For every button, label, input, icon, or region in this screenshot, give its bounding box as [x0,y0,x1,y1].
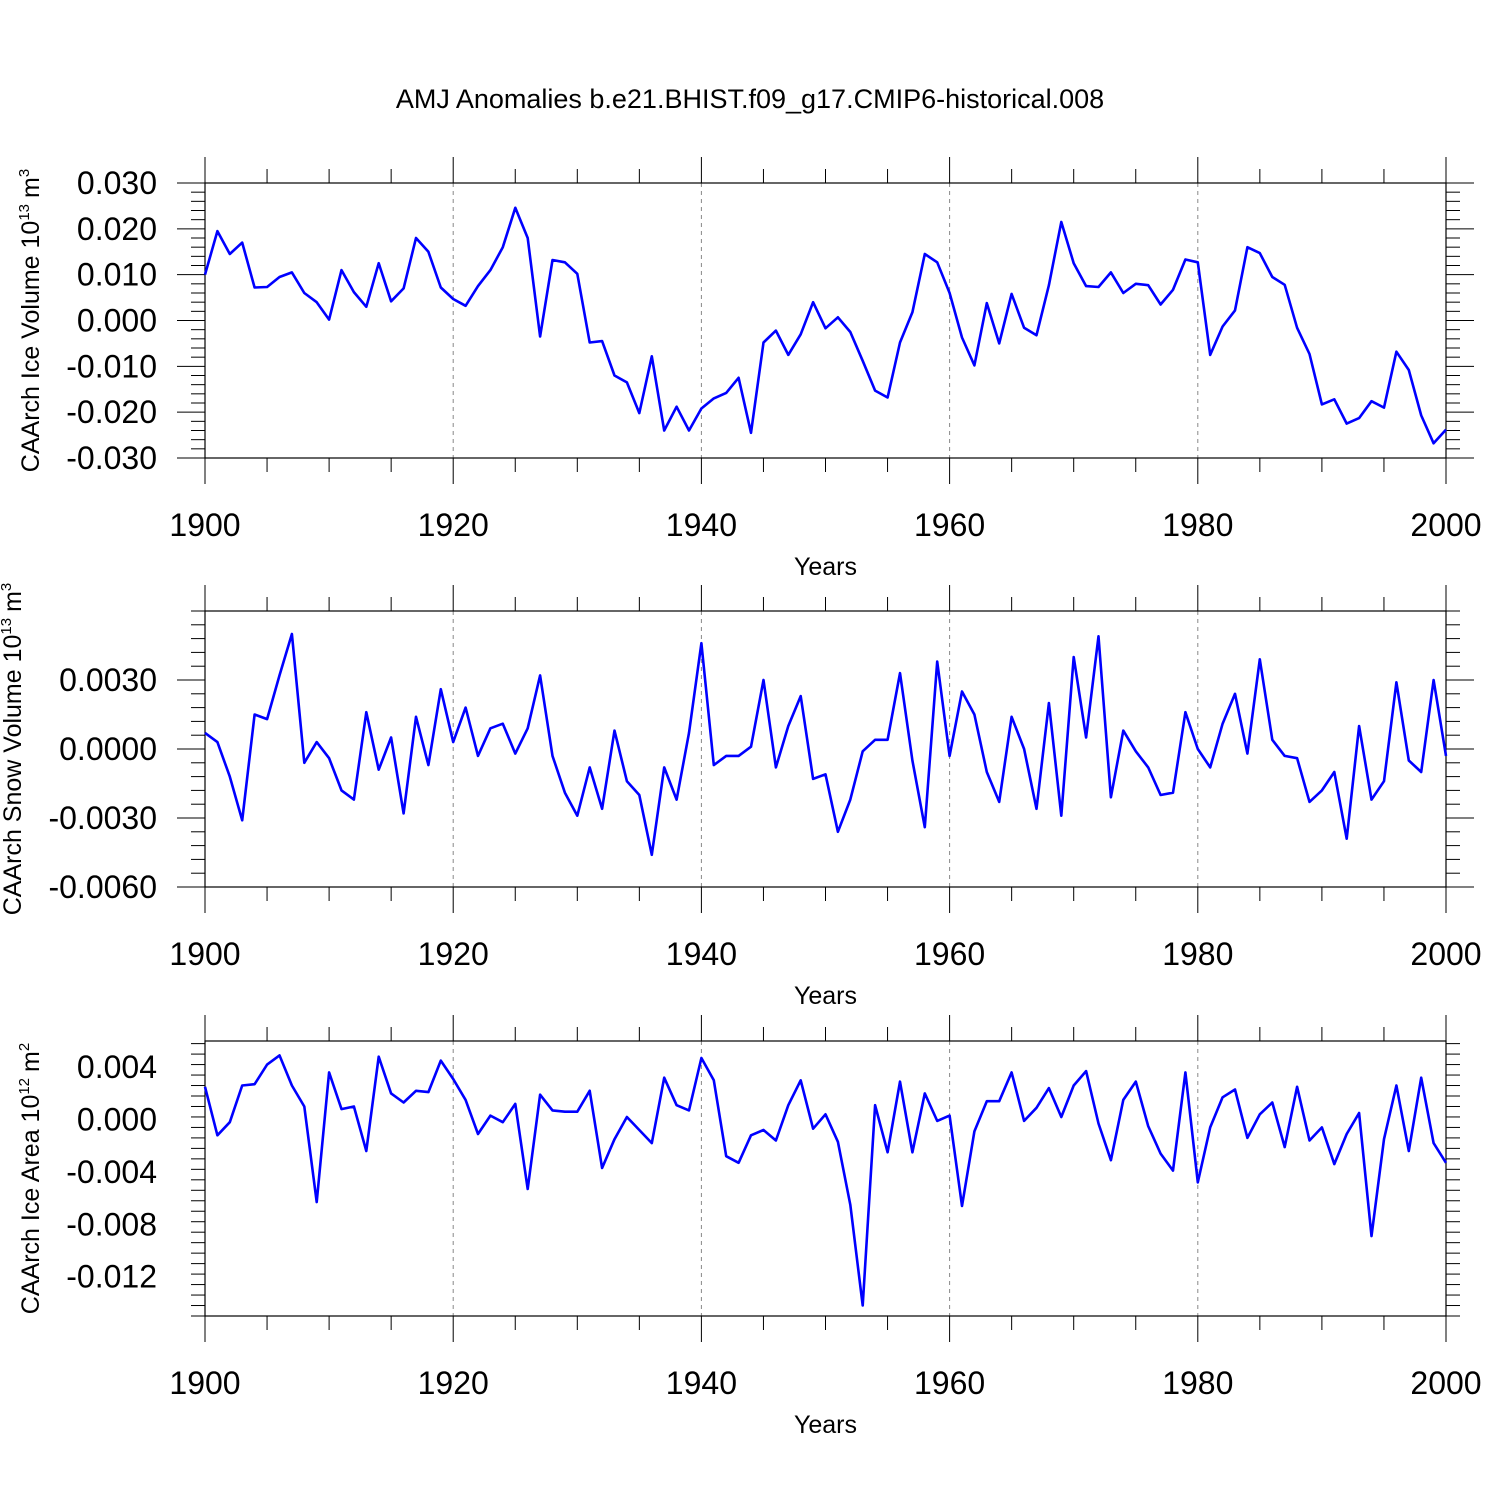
x-axis-label: Years [794,982,857,1010]
y-axis-label-unit: m [17,1051,45,1072]
x-axis-label: Years [794,1411,857,1439]
x-tick-label: 1960 [914,1365,985,1401]
x-tick-label: 2000 [1410,1365,1481,1401]
y-tick-label: 0.0000 [59,731,157,767]
y-axis-label-unit-exponent: 3 [16,169,33,177]
y-tick-label: -0.0030 [48,800,157,836]
y-axis-label: CAArch Ice Area 1012 m2 [16,1043,45,1314]
y-tick-label: 0.020 [77,211,157,247]
x-tick-label: 1920 [418,936,489,972]
plot-frame [204,1040,1447,1317]
y-axis-label-exponent: 12 [16,1078,33,1095]
y-tick-label: 0.000 [77,303,157,339]
plot-frame [204,610,1447,888]
y-tick-label: 0.004 [77,1049,157,1085]
y-axis-label-exponent: 13 [0,618,15,635]
y-axis-label: CAArch Snow Volume 1013 m3 [0,583,27,916]
x-tick-label: 1960 [914,936,985,972]
y-axis-label-text: CAArch Snow Volume 10 [0,635,27,916]
x-tick-label: 1940 [666,1365,737,1401]
x-tick-label: 2000 [1410,507,1481,543]
y-axis-label-unit-exponent: 2 [16,1043,33,1051]
chart-title: AMJ Anomalies b.e21.BHIST.f09_g17.CMIP6-… [395,84,1105,114]
x-tick-label: 1980 [1162,507,1233,543]
x-tick-label: 1940 [666,507,737,543]
x-tick-label: 1960 [914,507,985,543]
y-tick-label: -0.012 [66,1259,157,1295]
y-axis-label: CAArch Ice Volume 1013 m3 [16,169,45,472]
x-tick-label: 1900 [169,1365,240,1401]
x-tick-label: 1980 [1162,936,1233,972]
panel-3: 1900 1920 1940 1960 1980 2000 Years -0.012 -0.00… [16,1015,1482,1439]
y-tick-label: -0.020 [66,394,157,430]
y-axis-label-text: CAArch Ice Area 10 [17,1095,45,1315]
y-tick-label: -0.010 [66,348,157,384]
x-tick-label: 1900 [169,507,240,543]
y-tick-label: -0.008 [66,1206,157,1242]
y-tick-label: 0.000 [77,1102,157,1138]
y-tick-label: -0.0060 [48,869,157,905]
y-axis-label-exponent: 13 [16,204,33,221]
x-tick-label: 1920 [418,507,489,543]
series-line [203,206,1447,445]
x-tick-label: 1980 [1162,1365,1233,1401]
y-axis-label-unit: m [0,591,27,612]
x-tick-label: 1920 [418,1365,489,1401]
y-axis-label-unit-exponent: 3 [0,583,15,591]
panel-1: 1900 1920 1940 1960 1980 2000 Years -0.030 -0.02… [16,157,1482,581]
x-axis-label: Years [794,553,857,581]
y-tick-label: 0.010 [77,257,157,293]
series-line [204,632,1448,857]
y-tick-label: -0.030 [66,440,157,476]
series-line [203,1054,1448,1307]
y-tick-label: -0.004 [66,1154,157,1190]
plot-frame [204,182,1447,459]
panel-2: 1900 1920 1940 1960 1980 2000 Years -0.0060 -0.0… [0,583,1482,1010]
x-tick-label: 1940 [666,936,737,972]
x-tick-label: 2000 [1410,936,1481,972]
y-tick-label: 0.030 [77,165,157,201]
y-axis-label-unit: m [17,177,45,198]
y-axis-label-text: CAArch Ice Volume 10 [17,221,45,473]
y-tick-label: 0.0030 [59,662,157,698]
x-tick-label: 1900 [169,936,240,972]
